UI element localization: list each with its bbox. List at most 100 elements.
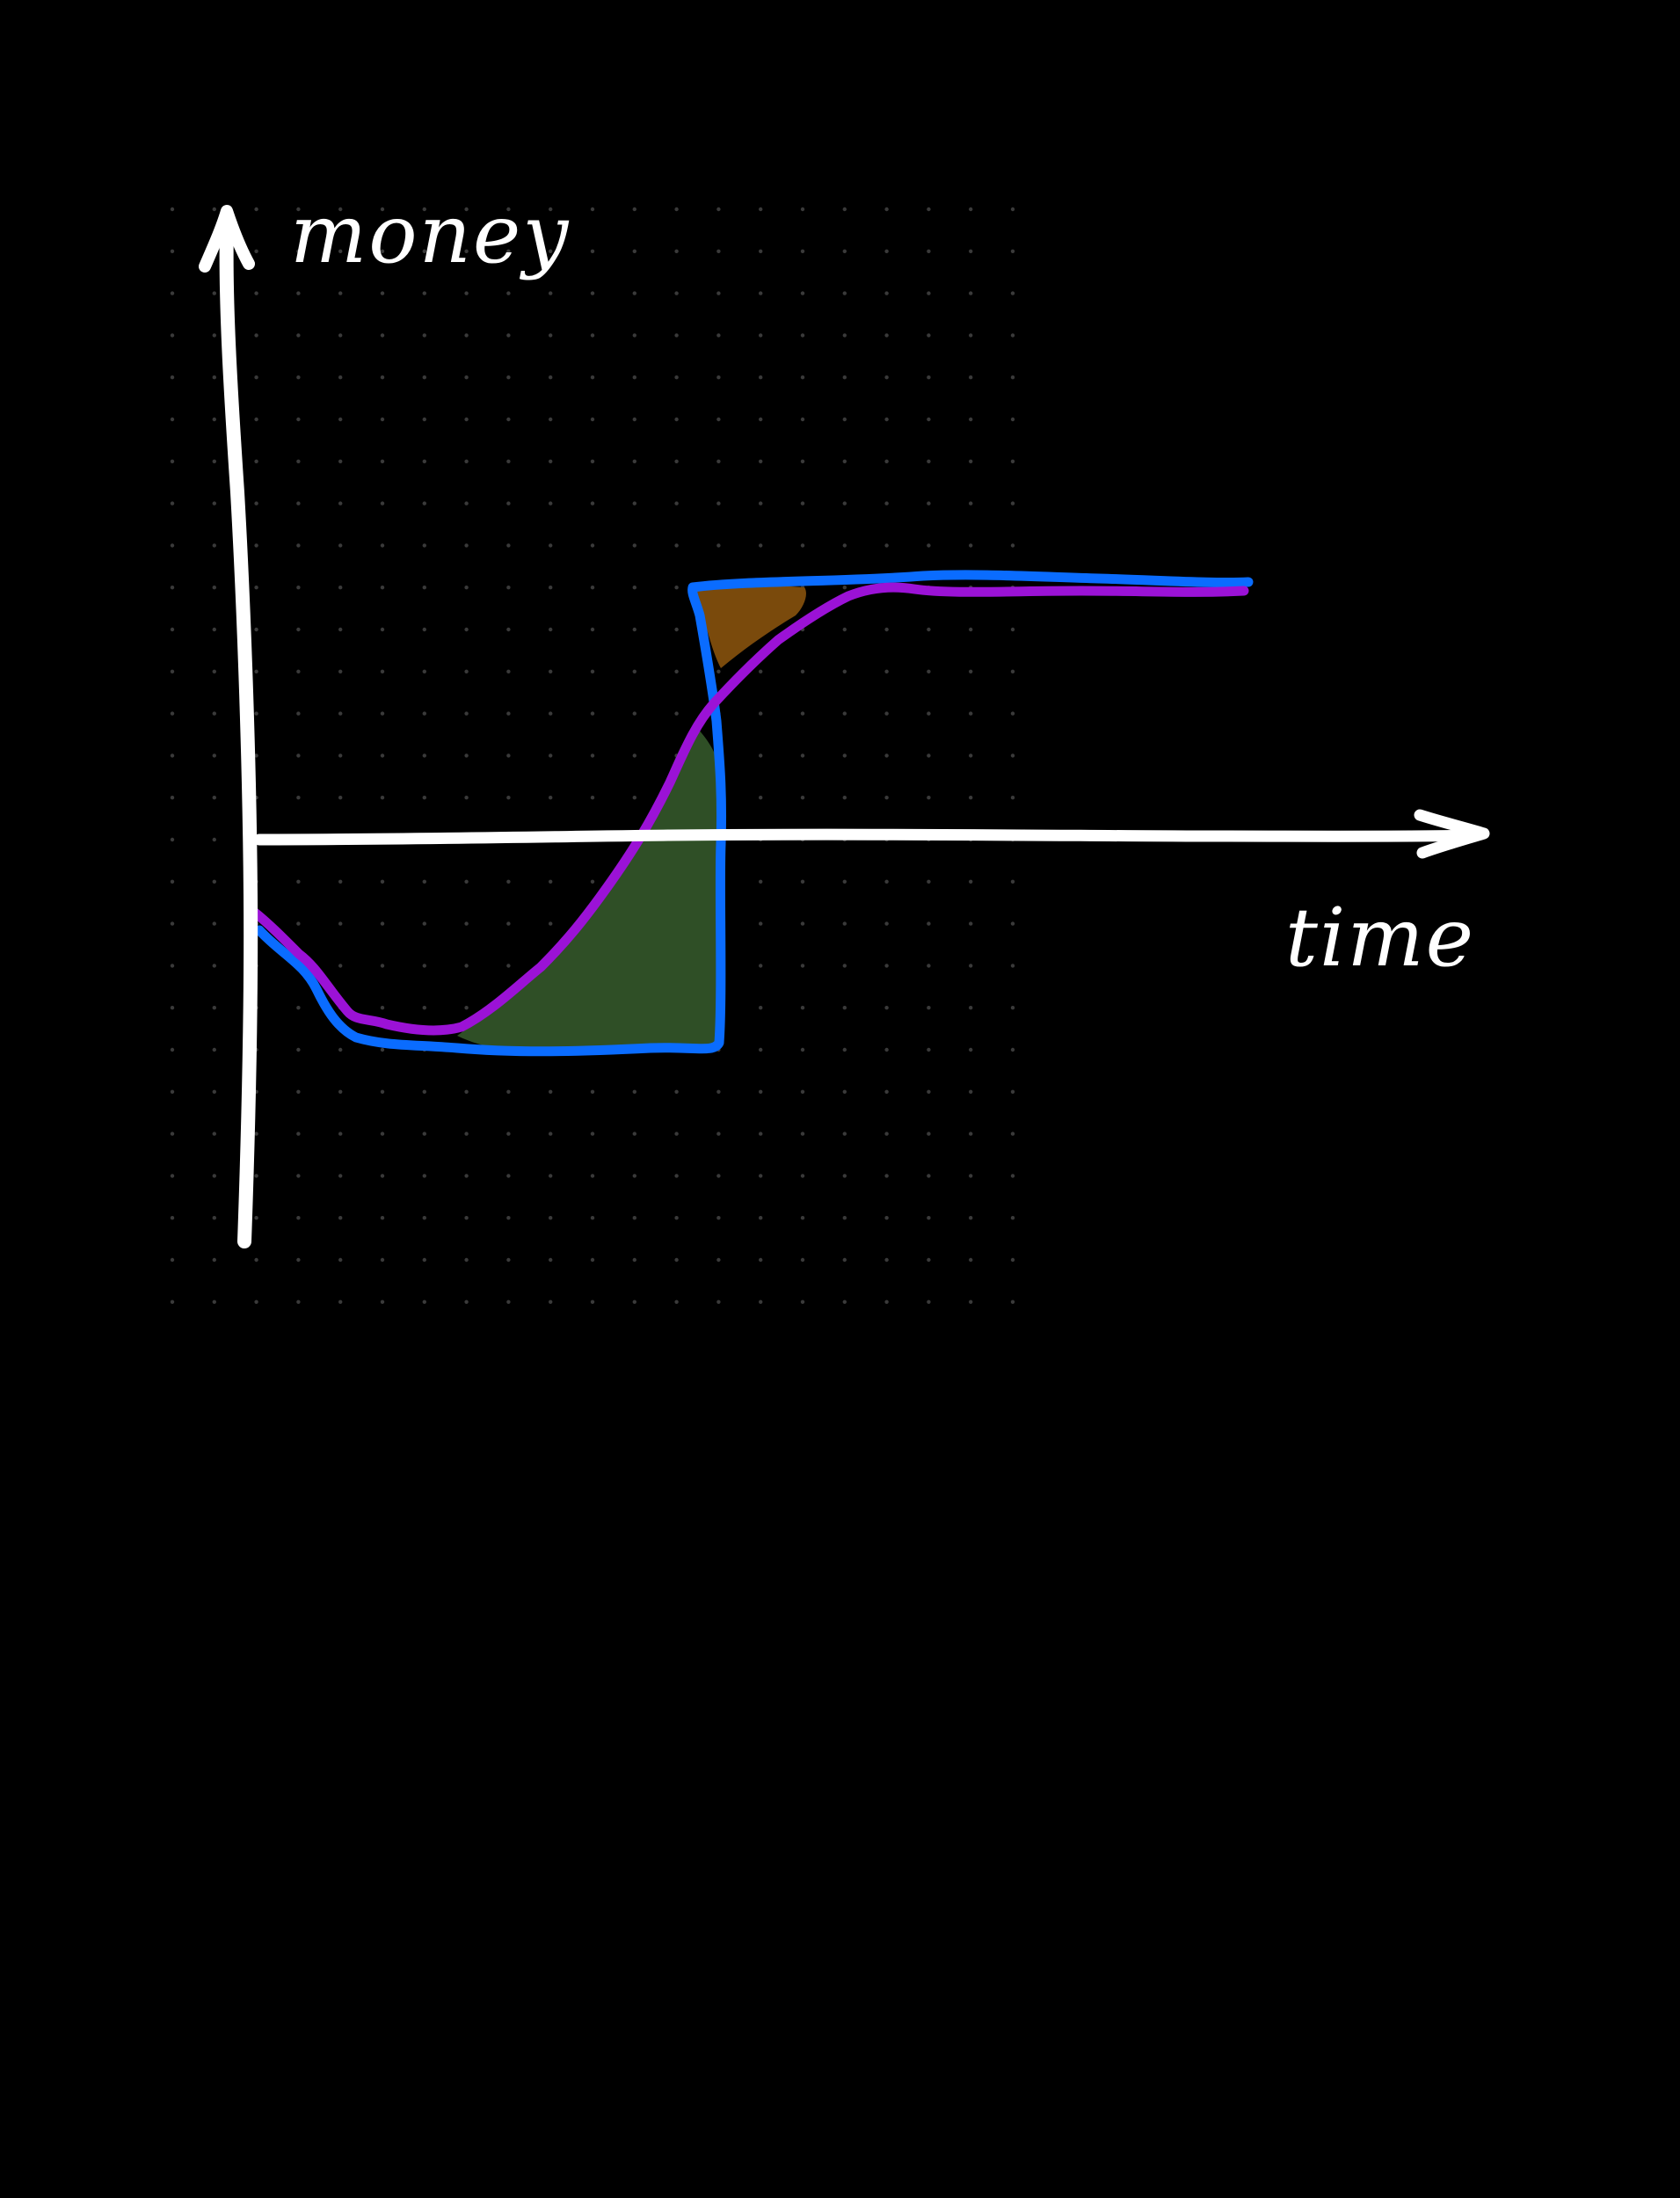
grid-dot <box>423 753 426 757</box>
grid-dot <box>296 501 300 505</box>
grid-dot <box>381 375 384 379</box>
grid-dot <box>759 418 762 421</box>
grid-dot <box>338 628 342 631</box>
grid-dot <box>213 375 216 379</box>
grid-dot <box>716 291 720 295</box>
grid-dot <box>927 501 930 505</box>
grid-dot <box>843 418 847 421</box>
grid-dot <box>423 711 426 715</box>
grid-dot <box>843 250 847 253</box>
grid-dot <box>633 1132 636 1135</box>
grid-dot <box>338 375 342 379</box>
grid-dot <box>423 460 426 463</box>
grid-dot <box>759 1090 762 1094</box>
grid-dot <box>549 1300 552 1304</box>
grid-dot <box>801 921 804 925</box>
grid-dot <box>338 670 342 673</box>
grid-dot <box>464 1174 468 1177</box>
grid-dot <box>633 628 636 631</box>
grid-dot <box>927 1258 930 1262</box>
grid-dot <box>591 1132 594 1135</box>
grid-dot <box>633 796 636 799</box>
grid-dot <box>338 964 342 967</box>
grid-dot <box>338 921 342 925</box>
grid-dot <box>801 418 804 421</box>
grid-dot <box>759 207 762 211</box>
grid-dot <box>884 291 888 295</box>
grid-dot <box>674 711 678 715</box>
grid-dot <box>1011 250 1015 253</box>
blue-cash-curve <box>259 575 1248 1052</box>
grid-dot <box>633 586 636 589</box>
grid-dot <box>633 1090 636 1094</box>
grid-dot <box>591 711 594 715</box>
grid-dot <box>171 501 174 505</box>
grid-dot <box>801 1090 804 1094</box>
grid-dot <box>927 964 930 967</box>
grid-dot <box>969 796 972 799</box>
grid-dot <box>843 501 847 505</box>
grid-dot <box>464 1258 468 1262</box>
grid-dot <box>716 1300 720 1304</box>
grid-dot <box>338 880 342 884</box>
grid-dot <box>549 375 552 379</box>
grid-dot <box>254 250 258 253</box>
grid-dot <box>884 1006 888 1009</box>
grid-dot <box>843 1258 847 1262</box>
grid-dot <box>884 1132 888 1135</box>
grid-dot <box>338 1090 342 1094</box>
grid-dot <box>254 1300 258 1304</box>
grid-dot <box>381 543 384 547</box>
grid-dot <box>759 753 762 757</box>
grid-dot <box>338 291 342 295</box>
grid-dot <box>549 501 552 505</box>
grid-dot <box>591 418 594 421</box>
grid-dot <box>801 753 804 757</box>
grid-dot <box>213 207 216 211</box>
grid-dot <box>1011 1300 1015 1304</box>
grid-dot <box>591 207 594 211</box>
grid-dot <box>591 753 594 757</box>
grid-dot <box>884 964 888 967</box>
grid-dot <box>171 711 174 715</box>
grid-dot <box>674 207 678 211</box>
grid-dot <box>969 291 972 295</box>
grid-dot <box>591 375 594 379</box>
grid-dot <box>969 1300 972 1304</box>
grid-dot <box>171 333 174 337</box>
grid-dot <box>213 670 216 673</box>
grid-dot <box>884 796 888 799</box>
grid-dot <box>759 1006 762 1009</box>
grid-dot <box>674 1174 678 1177</box>
grid-dot <box>213 921 216 925</box>
grid-dot <box>1011 1132 1015 1135</box>
grid-dot <box>171 291 174 295</box>
grid-dot <box>1011 670 1015 673</box>
grid-dot <box>549 880 552 884</box>
grid-dot <box>338 586 342 589</box>
grid-dot <box>338 1258 342 1262</box>
grid-dot <box>549 1090 552 1094</box>
grid-dot <box>759 1300 762 1304</box>
grid-dot <box>927 1216 930 1219</box>
grid-dot <box>969 880 972 884</box>
grid-dot <box>674 586 678 589</box>
grid-dot <box>381 586 384 589</box>
grid-dot <box>927 207 930 211</box>
grid-dot <box>884 1090 888 1094</box>
grid-dot <box>296 753 300 757</box>
grid-dot <box>549 543 552 547</box>
grid-dot <box>591 250 594 253</box>
grid-dot <box>633 418 636 421</box>
grid-dot <box>381 460 384 463</box>
grid-dot <box>801 375 804 379</box>
grid-dot <box>1011 1258 1015 1262</box>
grid-dot <box>1011 333 1015 337</box>
grid-dot <box>927 1300 930 1304</box>
grid-dot <box>338 753 342 757</box>
grid-dot <box>716 207 720 211</box>
grid-dot <box>213 1048 216 1052</box>
grid-dot <box>464 796 468 799</box>
grid-dot <box>843 586 847 589</box>
grid-dot <box>171 460 174 463</box>
